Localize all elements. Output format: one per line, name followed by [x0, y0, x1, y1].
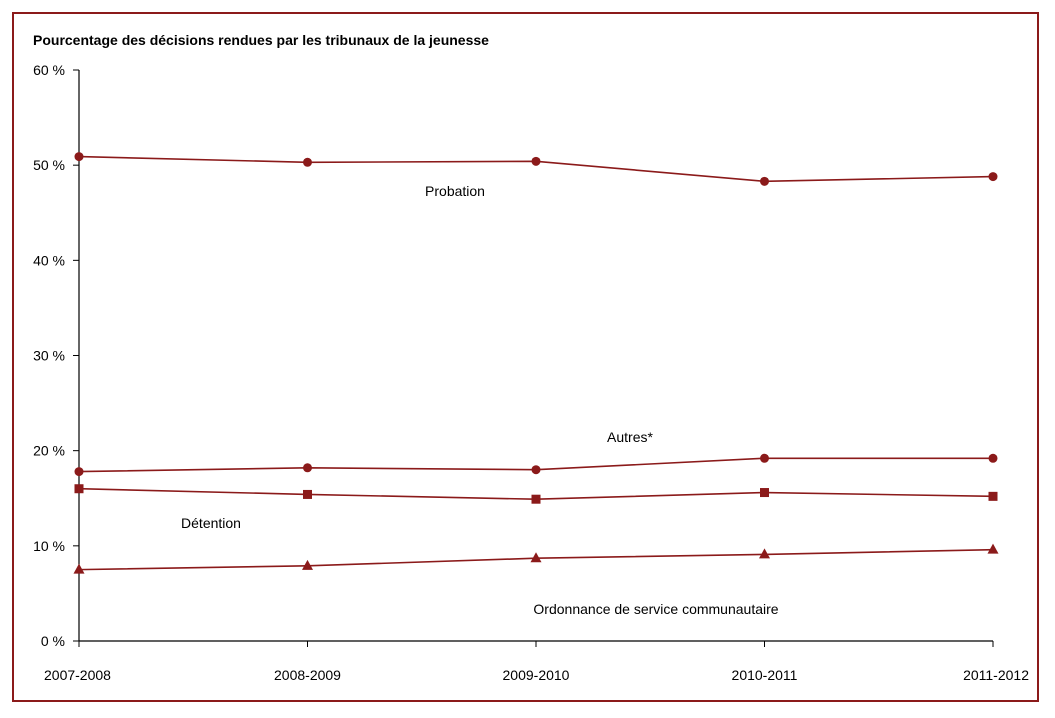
- data-point: [531, 465, 541, 475]
- series-label-2: Détention: [181, 515, 241, 531]
- series-3: [73, 543, 999, 574]
- series-1: [74, 453, 998, 477]
- x-tick-label: 2010-2011: [732, 667, 798, 683]
- series-label-3: Ordonnance de service communautaire: [533, 601, 778, 617]
- y-axis-ticks: 0 % 10 % 20 % 30 % 40 % 50 % 60 %: [33, 62, 79, 649]
- data-point: [987, 543, 999, 554]
- data-point: [531, 156, 541, 166]
- data-point: [74, 152, 84, 162]
- series-group: [73, 152, 999, 574]
- series-labels: Probation Autres* Détention Ordonnance de s…: [181, 183, 779, 617]
- x-tick-label: 2008-2009: [274, 667, 341, 683]
- data-point: [760, 488, 769, 498]
- data-point: [759, 548, 770, 559]
- y-tick-label: 20 %: [33, 443, 65, 459]
- data-point: [74, 484, 84, 494]
- series-label-0: Probation: [425, 183, 485, 199]
- data-point: [531, 494, 541, 504]
- y-tick-label: 40 %: [33, 252, 65, 268]
- x-tick-label: 2007-2008: [44, 667, 111, 683]
- y-tick-label: 30 %: [33, 348, 65, 364]
- x-axis-ticks: 2007-2008 2008-2009 2009-2010 2010-2011 2011…: [44, 641, 1029, 683]
- y-tick-label: 0 %: [41, 633, 65, 649]
- y-tick-label: 10 %: [33, 538, 65, 554]
- data-point: [73, 563, 85, 574]
- data-point: [988, 453, 998, 463]
- data-point: [760, 176, 769, 186]
- chart-frame: [12, 12, 1039, 702]
- data-point: [74, 467, 84, 477]
- x-tick-label: 2011-2012: [963, 667, 1029, 683]
- data-point: [530, 552, 542, 563]
- data-point: [988, 491, 998, 501]
- series-0: [74, 152, 998, 186]
- data-point: [303, 157, 312, 167]
- data-point: [303, 489, 312, 499]
- x-tick-label: 2009-2010: [503, 667, 570, 683]
- data-point: [302, 559, 313, 570]
- data-point: [988, 172, 998, 182]
- data-point: [760, 453, 769, 463]
- series-label-1: Autres*: [607, 429, 653, 445]
- y-tick-label: 50 %: [33, 157, 65, 173]
- data-point: [303, 463, 312, 473]
- chart-title: Pourcentage des décisions rendues par le…: [33, 32, 489, 48]
- y-tick-label: 60 %: [33, 62, 65, 78]
- series-2: [74, 484, 998, 504]
